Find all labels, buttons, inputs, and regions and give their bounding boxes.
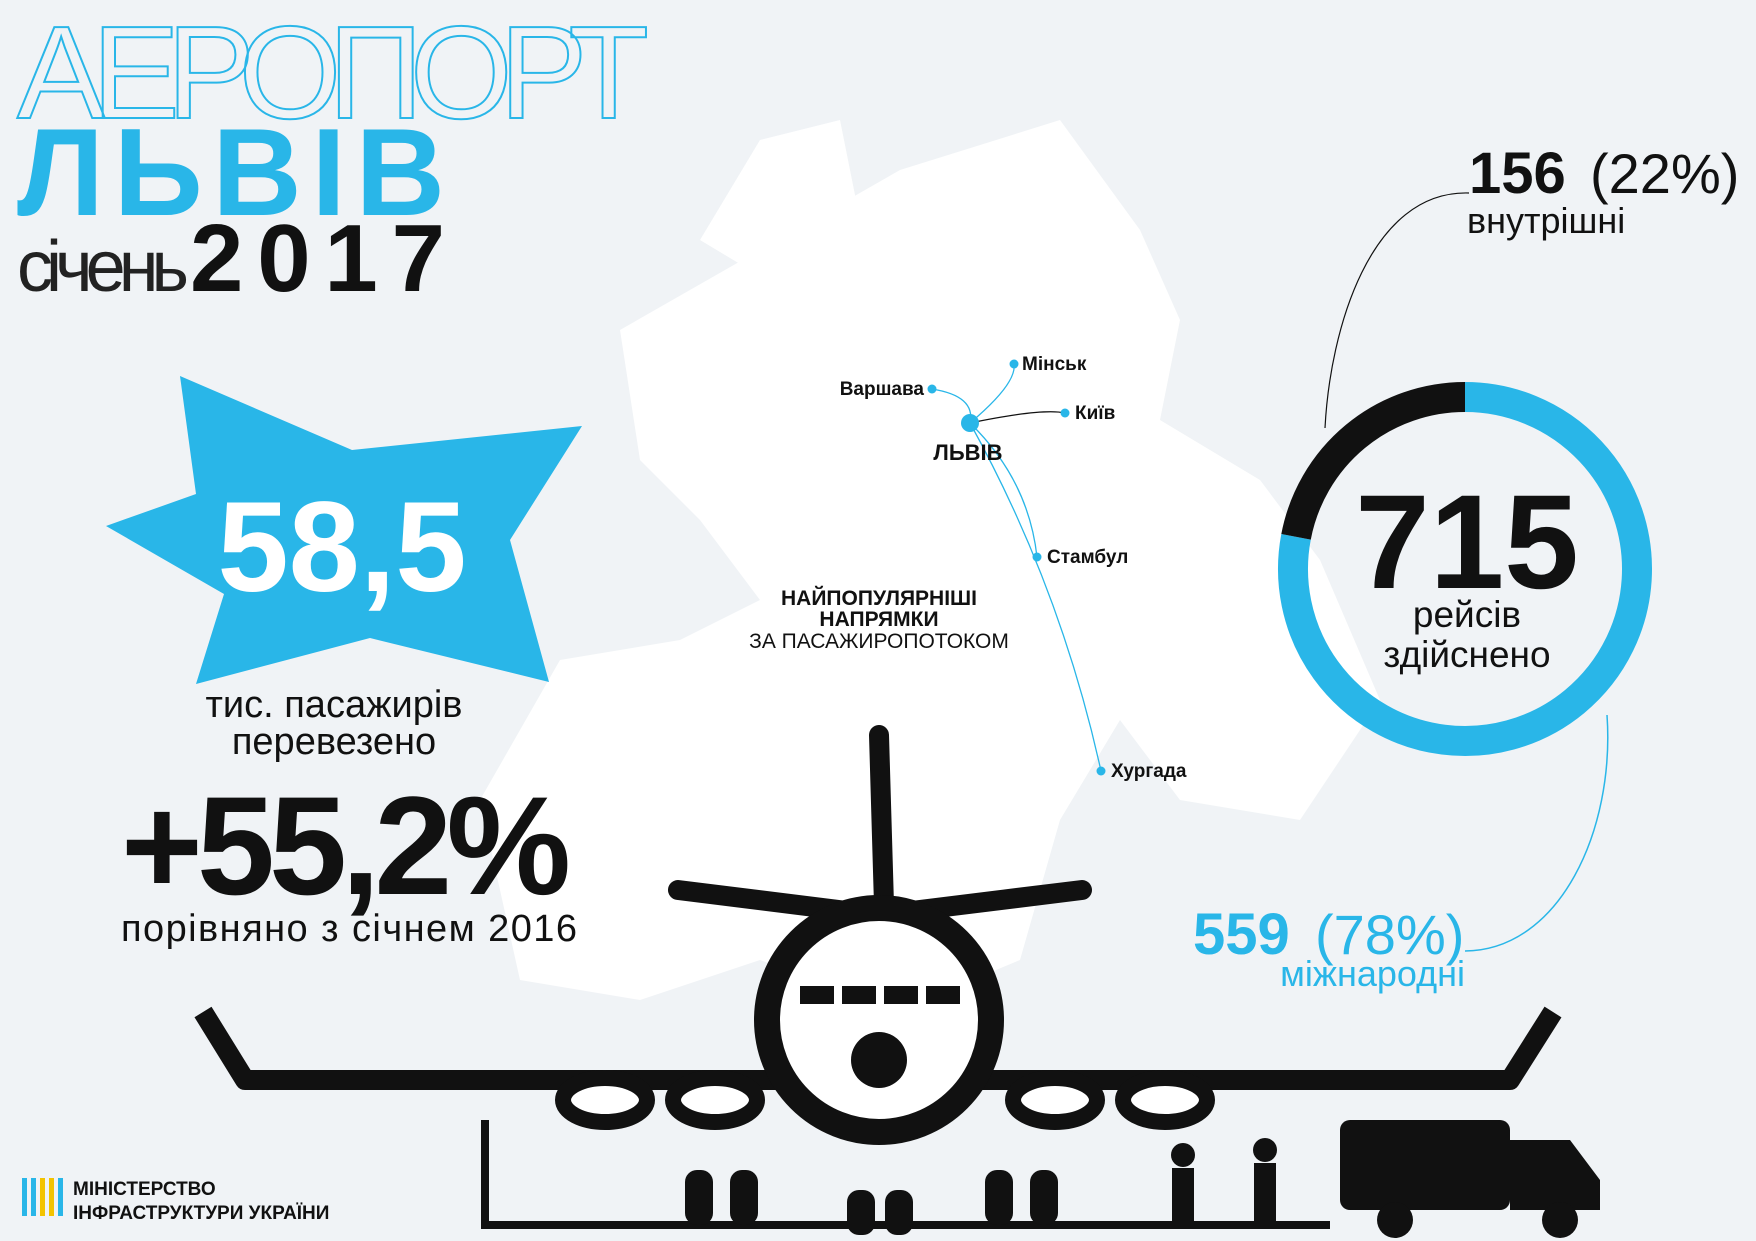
- fuel-hose: [481, 1120, 1330, 1229]
- fuel-truck: [1340, 1120, 1510, 1210]
- worker: [1253, 1138, 1277, 1162]
- destination-label: Стамбул: [1047, 547, 1128, 568]
- map: [480, 120, 1380, 1010]
- route-line: [969, 411, 1066, 424]
- plane-engine: [555, 1070, 655, 1130]
- flights-total: 715: [1355, 468, 1579, 617]
- destination-dot: [1009, 359, 1019, 369]
- growth-value: +55,2%: [121, 767, 571, 924]
- international-count: 559: [1193, 902, 1290, 967]
- flights-label: здійснено: [1383, 634, 1550, 675]
- passengers-value: 58,5: [217, 476, 466, 619]
- route-line: [969, 422, 1038, 558]
- connector: [1464, 714, 1609, 952]
- plane-fuselage: [754, 895, 1004, 1145]
- domestic-count: 156: [1469, 141, 1566, 206]
- star-badge: [106, 376, 582, 684]
- passengers-label: перевезено: [232, 721, 436, 763]
- connector: [1324, 192, 1470, 429]
- plane-engine: [1115, 1070, 1215, 1130]
- plane-engine: [665, 1070, 765, 1130]
- route-line: [969, 422, 1102, 772]
- international-label: міжнародні: [1280, 953, 1465, 994]
- plane-nose: [851, 1032, 907, 1088]
- domestic-share: (22%): [1590, 142, 1739, 205]
- plane: [194, 725, 1562, 1229]
- destination-label: Київ: [1075, 403, 1115, 424]
- plane-engine: [1005, 1070, 1105, 1130]
- growth-label: порівняно з січнем 2016: [121, 908, 577, 950]
- flights-label: рейсів: [1413, 594, 1521, 635]
- footer-text: МІНІСТЕРСТВО: [73, 1179, 216, 1200]
- origin-label: ЛЬВІВ: [933, 440, 1002, 465]
- footer-text: ІНФРАСТРУКТУРИ УКРАЇНИ: [73, 1203, 329, 1224]
- title-line: АЕРОПОРТ: [17, 0, 649, 146]
- international-share: (78%): [1315, 903, 1464, 966]
- destination-dot: [927, 384, 937, 394]
- donut-segment: [1278, 382, 1652, 756]
- map-land: [480, 120, 1380, 1010]
- map-land: [700, 120, 860, 300]
- domestic-label: внутрішні: [1467, 200, 1625, 241]
- footer-logo: [22, 1178, 63, 1216]
- destination-label: Мінськ: [1022, 354, 1087, 375]
- title-month: січень: [17, 227, 189, 307]
- passengers-label: тис. пасажирів: [205, 684, 462, 726]
- destination-dot: [1096, 766, 1106, 776]
- map-title: НАПРЯМКИ: [819, 608, 938, 631]
- routes: Варшава Мінськ Київ Стамбул Хургада: [840, 354, 1187, 782]
- map-subtitle: ЗА ПАСАЖИРОПОТОКОМ: [749, 630, 1009, 653]
- destination-dot: [1060, 408, 1070, 418]
- title-city: ЛЬВІВ: [17, 104, 445, 242]
- origin-dot: [961, 414, 979, 432]
- plane-wheels: [685, 1120, 1600, 1238]
- worker: [1171, 1143, 1195, 1167]
- donut: [1278, 382, 1652, 756]
- truck-cab: [1510, 1140, 1600, 1210]
- destination-label: Варшава: [840, 379, 925, 400]
- destination-label: Хургада: [1111, 761, 1187, 782]
- map-title: НАЙПОПУЛЯРНІШІ: [781, 586, 977, 610]
- donut-segment: [1281, 382, 1466, 540]
